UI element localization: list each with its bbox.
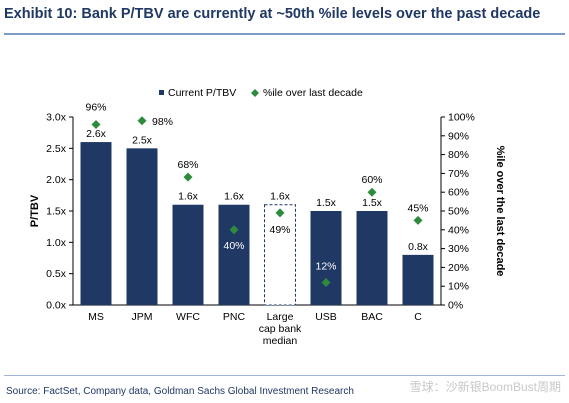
bar-value-label: 1.6x (224, 191, 245, 203)
percentile-marker (275, 208, 285, 218)
left-tick-label: 0.0x (46, 300, 67, 312)
percentile-label: 98% (152, 116, 173, 128)
percentile-marker (367, 187, 377, 197)
legend-label-marker: %ile over last decade (263, 87, 363, 99)
legend-swatch-marker (251, 89, 259, 97)
percentile-marker (229, 225, 239, 235)
left-tick-label: 2.0x (46, 174, 67, 186)
bar (80, 142, 112, 305)
right-tick-label: 40% (448, 224, 469, 236)
bar-value-label: 0.8x (408, 241, 429, 253)
bar-value-label: 2.6x (86, 128, 107, 140)
percentile-label: 49% (269, 224, 290, 236)
left-tick-label: 3.0x (46, 112, 67, 124)
right-tick-label: 0% (448, 300, 463, 312)
footer-divider (4, 375, 565, 376)
category-label: C (414, 311, 422, 323)
right-tick-label: 80% (448, 149, 469, 161)
percentile-label: 40% (223, 240, 244, 252)
right-tick-label: 20% (448, 262, 469, 274)
bar-median (264, 204, 296, 306)
right-tick-label: 30% (448, 243, 469, 255)
bar (310, 211, 342, 305)
y-axis-title: P/TBV (29, 194, 41, 227)
bar (402, 254, 434, 305)
right-tick-label: 70% (448, 168, 469, 180)
legend-label-bar: Current P/TBV (168, 87, 236, 99)
bar (126, 148, 158, 305)
percentile-label: 60% (361, 174, 382, 186)
percentile-marker (413, 215, 423, 225)
bar (218, 204, 250, 305)
bar (356, 211, 388, 305)
right-tick-label: 10% (448, 281, 469, 293)
category-label: BAC (361, 311, 383, 323)
left-tick-label: 1.0x (46, 237, 67, 249)
category-label: Large (267, 311, 294, 323)
percentile-label: 96% (85, 102, 106, 114)
percentile-marker (137, 116, 147, 126)
left-tick-label: 1.5x (46, 206, 67, 218)
title-divider (4, 33, 565, 35)
left-tick-label: 0.5x (46, 268, 67, 280)
bar-value-label: 1.6x (270, 191, 291, 203)
category-label: JPM (132, 311, 153, 323)
bar-value-label: 1.5x (362, 197, 383, 209)
percentile-marker (321, 277, 331, 287)
percentile-marker (183, 172, 193, 182)
y-axis-title-right: %ile over the last decade (494, 146, 506, 277)
bar-value-label: 2.5x (132, 134, 153, 146)
percentile-label: 12% (315, 260, 336, 272)
chart-title: Exhibit 10: Bank P/TBV are currently at … (4, 6, 541, 22)
watermark: 雪球：沙新银BoomBust周期 (409, 380, 561, 394)
percentile-label: 68% (177, 159, 198, 171)
bar-value-label: 1.6x (178, 191, 199, 203)
right-tick-label: 100% (448, 112, 475, 124)
right-tick-label: 90% (448, 130, 469, 142)
category-label: PNC (223, 311, 246, 323)
category-label: MS (88, 311, 104, 323)
percentile-label: 45% (407, 202, 428, 214)
bar (172, 204, 204, 305)
right-tick-label: 50% (448, 206, 469, 218)
category-label: USB (315, 311, 337, 323)
percentile-marker (91, 120, 101, 130)
category-label: cap bank (259, 323, 302, 335)
category-label: median (263, 335, 298, 347)
bar-value-label: 1.5x (316, 197, 337, 209)
category-label: WFC (176, 311, 200, 323)
source-note: Source: FactSet, Company data, Goldman S… (6, 386, 354, 397)
legend-swatch-bar (159, 90, 164, 95)
left-tick-label: 2.5x (46, 143, 67, 155)
right-tick-label: 60% (448, 187, 469, 199)
